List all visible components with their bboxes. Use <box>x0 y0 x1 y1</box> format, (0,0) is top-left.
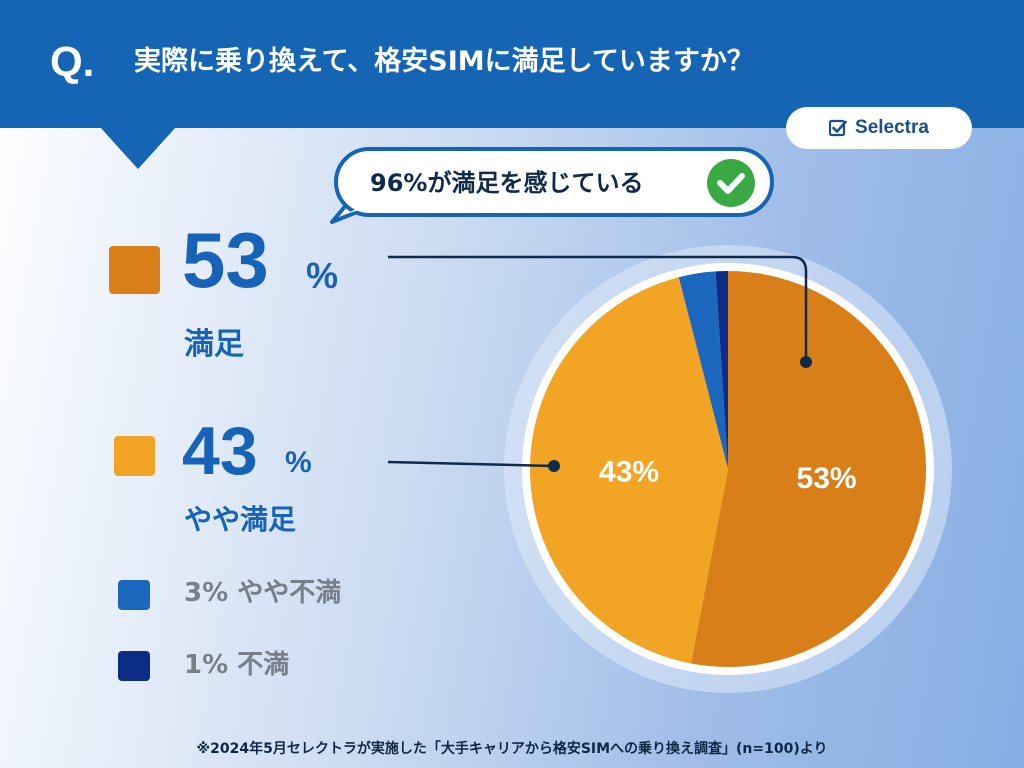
header-banner: Q. 実際に乗り換えて、格安SIMに満足していますか？ <box>0 0 1024 128</box>
pie-labels: 53% 43% <box>599 456 857 495</box>
legend-swatch-somewhat-dissatisfied <box>118 580 150 610</box>
pie-slices <box>530 271 927 667</box>
pie-slice-satisfied <box>690 271 927 667</box>
question-title: 実際に乗り換えて、格安SIMに満足していますか？ <box>134 46 754 77</box>
legend-value-satisfied: 53 <box>182 216 269 304</box>
question-mark-label: Q. <box>50 38 95 85</box>
legend-label-dissatisfied: 1% 不満 <box>184 650 290 680</box>
legend-swatch-dissatisfied <box>118 651 150 681</box>
leader-dot-satisfied <box>800 356 812 368</box>
brand-badge: Selectra <box>786 107 972 149</box>
pie-label-somewhat-satisfied: 43% <box>599 456 659 489</box>
pie-slice-dissatisfied <box>715 271 728 469</box>
brand-name: Selectra <box>855 117 929 138</box>
legend-swatch-somewhat-satisfied <box>114 436 155 476</box>
legend-swatch-satisfied <box>109 246 160 294</box>
pie-label-satisfied: 53% <box>797 462 857 495</box>
leader-line-satisfied <box>388 255 808 362</box>
pie-slice-somewhat-dissatisfied <box>678 271 728 469</box>
callout-text: 96%が満足を感じている <box>370 169 644 197</box>
legend-percent-somewhat-satisfied: % <box>285 446 312 479</box>
pie-slice-somewhat-satisfied <box>530 277 728 664</box>
check-circle-icon <box>707 159 755 207</box>
legend-value-somewhat-satisfied: 43 <box>182 413 258 489</box>
callout-bubble <box>334 147 774 217</box>
legend-label-satisfied: 満足 <box>184 327 244 362</box>
leader-dot-somewhat-satisfied <box>548 460 560 472</box>
legend-label-somewhat-dissatisfied: 3% やや不満 <box>184 578 342 608</box>
legend-label-somewhat-satisfied: やや満足 <box>184 503 297 536</box>
legend-percent-satisfied: % <box>306 255 339 296</box>
leader-line-somewhat-satisfied <box>387 460 555 468</box>
header-pointer <box>100 127 176 169</box>
check-box-icon <box>829 119 847 137</box>
source-footnote: ※2024年5月セレクトラが実施した「大手キャリアから格安SIMへの乗り換え調査… <box>196 741 828 757</box>
